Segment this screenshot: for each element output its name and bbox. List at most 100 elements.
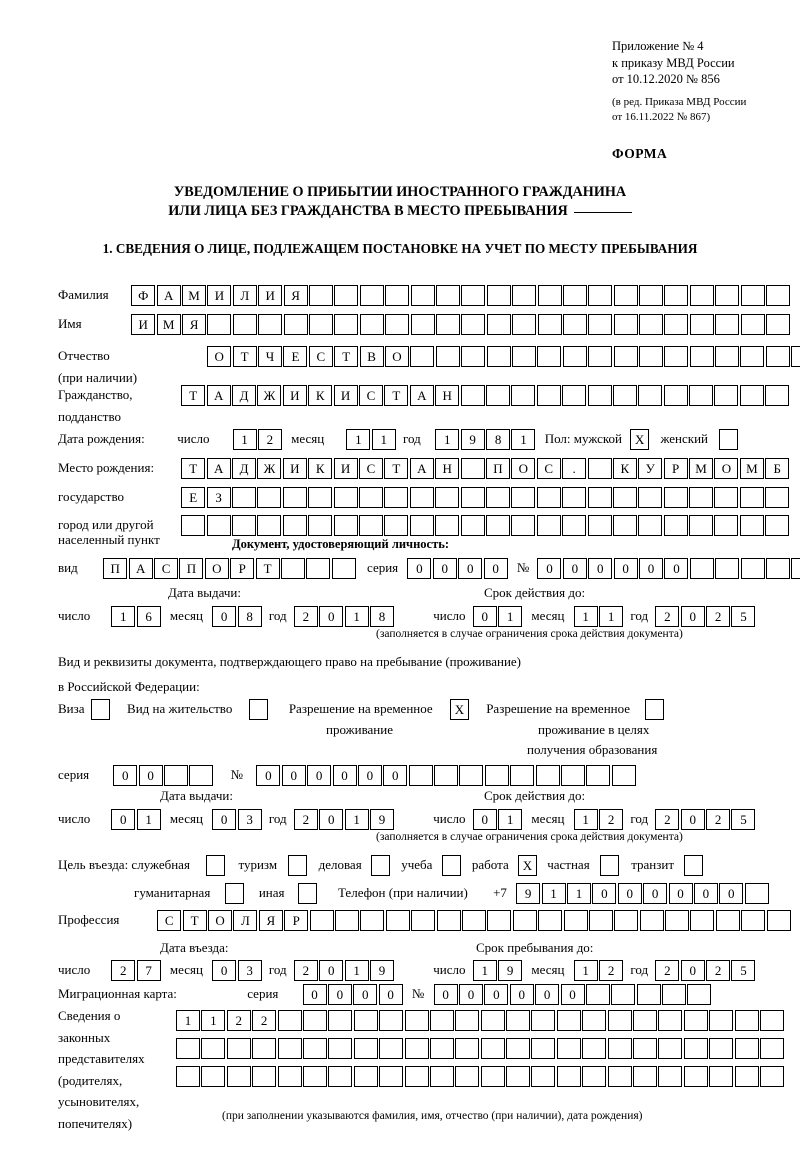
surname-box-cell-1[interactable]: А	[156, 284, 181, 306]
phone-cell-6[interactable]: 0	[668, 882, 693, 904]
permit-valid-year-cell-3[interactable]: 5	[731, 808, 756, 830]
legal-rep-2-cell-21[interactable]	[709, 1037, 734, 1059]
doc-valid-day-cell-1[interactable]: 1	[498, 605, 523, 627]
citizenship-box-cell-12[interactable]	[485, 384, 510, 406]
permit-series-cell-0[interactable]: 0	[113, 764, 138, 786]
permit-valid-day-cell-0[interactable]: 0	[472, 808, 497, 830]
legal-rep-3-cell-0[interactable]	[176, 1065, 200, 1087]
profession-cell-14[interactable]	[512, 909, 537, 931]
legal-rep-2-cell-9[interactable]	[404, 1037, 429, 1059]
citizenship-box-cell-1[interactable]: А	[206, 384, 231, 406]
stay-month-cell-1[interactable]: 2	[599, 959, 624, 981]
birth-place-state-cell-11[interactable]	[460, 457, 485, 479]
legal-rep-3-cell-21[interactable]	[709, 1065, 734, 1087]
surname-box-cell-25[interactable]	[766, 284, 791, 306]
birth-place-state-cell-20[interactable]: М	[689, 457, 714, 479]
name-box-cell-22[interactable]	[689, 313, 714, 335]
profession-cell-22[interactable]	[715, 909, 740, 931]
entry-year-cell-2[interactable]: 1	[344, 959, 369, 981]
migration-series-cell-1[interactable]: 0	[327, 983, 352, 1005]
legal-rep-1-cell-19[interactable]	[658, 1009, 683, 1031]
birth-place-city-cell-4[interactable]	[282, 486, 307, 508]
legal-rep-2-cell-8[interactable]	[379, 1037, 404, 1059]
birth-place-city-cell-12[interactable]	[485, 486, 510, 508]
legal-rep-2-cell-1[interactable]	[201, 1037, 226, 1059]
citizenship-box-cell-13[interactable]	[511, 384, 536, 406]
permit-number-cell-11[interactable]	[535, 764, 560, 786]
citizenship-box-cell-15[interactable]	[562, 384, 587, 406]
profession-cell-8[interactable]	[360, 909, 385, 931]
name-box-cell-15[interactable]	[512, 313, 537, 335]
patronymic-box-cell-15[interactable]	[588, 345, 613, 367]
birth-month-cell-0[interactable]: 1	[346, 428, 371, 450]
name-box-cell-20[interactable]	[639, 313, 664, 335]
patronymic-box-cell-17[interactable]	[638, 345, 663, 367]
surname-box-cell-9[interactable]	[359, 284, 384, 306]
stay-year-cell-2[interactable]: 2	[706, 959, 731, 981]
citizenship-box-cell-10[interactable]: Н	[435, 384, 460, 406]
migration-number-cell-1[interactable]: 0	[458, 983, 483, 1005]
birth-place-city-cell-8[interactable]	[384, 486, 409, 508]
birth-place-state-cell-14[interactable]: С	[536, 457, 561, 479]
migration-number-cell-2[interactable]: 0	[484, 983, 509, 1005]
birth-place-city-cell-0[interactable]: Е	[181, 486, 206, 508]
birth-place-state-cell-16[interactable]	[587, 457, 612, 479]
residence-permit-checkbox[interactable]	[248, 698, 268, 720]
legal-rep-1-cell-7[interactable]	[353, 1009, 378, 1031]
birth-place-city2-cell-15[interactable]	[562, 514, 587, 536]
legal-rep-3-cell-22[interactable]	[734, 1065, 759, 1087]
legal-rep-cells-2[interactable]	[176, 1037, 784, 1059]
permit-issue-year-cell-2[interactable]: 1	[344, 808, 369, 830]
citizenship-box-cell-16[interactable]	[587, 384, 612, 406]
purpose-business-checkbox[interactable]	[370, 854, 390, 876]
name-box-cell-0[interactable]: И	[131, 313, 156, 335]
citizenship-box-cell-23[interactable]	[765, 384, 790, 406]
migration-number-cell-5[interactable]: 0	[560, 983, 585, 1005]
birth-place-state-cell-2[interactable]: Д	[232, 457, 257, 479]
permit-number-cell-2[interactable]: 0	[307, 764, 332, 786]
doc-number-cell-5[interactable]: 0	[664, 557, 689, 579]
birth-place-city2-cell-13[interactable]	[511, 514, 536, 536]
legal-rep-3-cell-23[interactable]	[759, 1065, 784, 1087]
temp-residence-checkbox[interactable]: X	[449, 698, 469, 720]
doc-kind-cell-4[interactable]: О	[204, 557, 229, 579]
birth-place-state-cell-15[interactable]: .	[562, 457, 587, 479]
birth-place-state-cell-12[interactable]: П	[485, 457, 510, 479]
surname-box-cell-11[interactable]	[410, 284, 435, 306]
migration-number-cell-8[interactable]	[636, 983, 661, 1005]
temp-residence-edu-checkbox[interactable]	[645, 698, 665, 720]
citizenship-box-cell-5[interactable]: К	[308, 384, 333, 406]
purpose-service-checkbox[interactable]	[206, 854, 226, 876]
permit-series-cell-1[interactable]: 0	[138, 764, 163, 786]
name-box-cell-24[interactable]	[740, 313, 765, 335]
legal-rep-2-cell-4[interactable]	[277, 1037, 302, 1059]
surname-box-cell-20[interactable]	[639, 284, 664, 306]
profession-cell-23[interactable]	[741, 909, 766, 931]
patronymic-box-cell-20[interactable]	[715, 345, 740, 367]
legal-rep-3-cell-4[interactable]	[277, 1065, 302, 1087]
birth-place-city2-cell-14[interactable]	[536, 514, 561, 536]
birth-place-city-cells-2[interactable]	[181, 514, 790, 536]
birth-place-city-cell-20[interactable]	[689, 486, 714, 508]
birth-place-city2-cell-6[interactable]	[333, 514, 358, 536]
permit-number-cell-6[interactable]	[408, 764, 433, 786]
legal-rep-3-cell-8[interactable]	[379, 1065, 404, 1087]
birth-place-city2-cell-1[interactable]	[206, 514, 231, 536]
birth-place-city2-cell-2[interactable]	[232, 514, 257, 536]
name-box-cell-9[interactable]	[359, 313, 384, 335]
birth-place-city2-cell-10[interactable]	[435, 514, 460, 536]
birth-place-city-cell-1[interactable]: З	[206, 486, 231, 508]
birth-place-city2-cell-7[interactable]	[358, 514, 383, 536]
patronymic-box-cell-3[interactable]: Е	[283, 345, 308, 367]
citizenship-box-cell-17[interactable]	[612, 384, 637, 406]
birth-place-state-cell-17[interactable]: К	[612, 457, 637, 479]
legal-rep-2-cell-18[interactable]	[633, 1037, 658, 1059]
legal-rep-2-cell-0[interactable]	[176, 1037, 200, 1059]
